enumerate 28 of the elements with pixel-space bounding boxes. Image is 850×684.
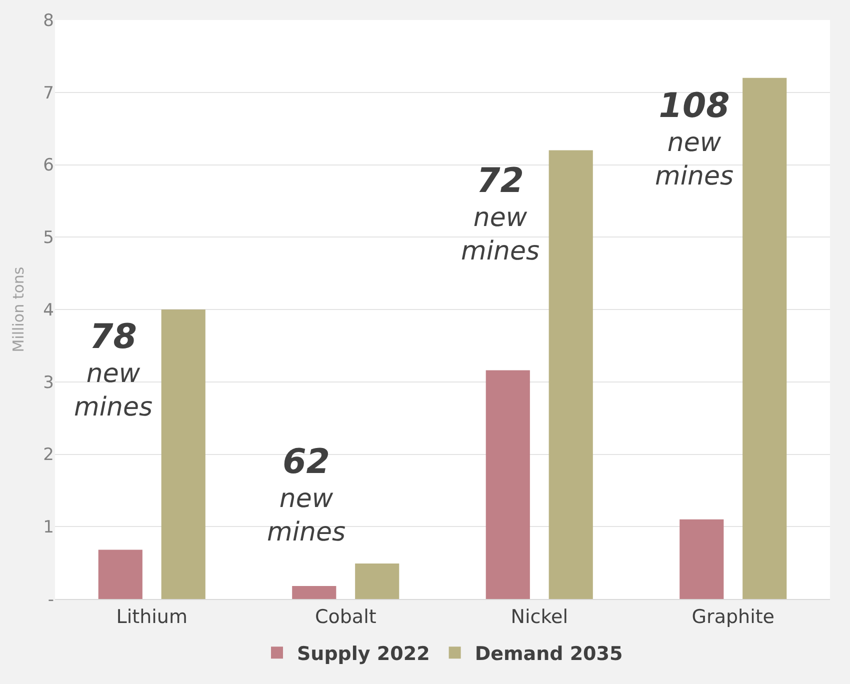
y-tick-label: 7	[43, 83, 54, 104]
y-tick-label: 3	[43, 372, 54, 393]
x-tick-label: Nickel	[510, 606, 568, 628]
bar	[98, 550, 142, 599]
legend-label: Demand 2035	[474, 643, 623, 665]
y-axis-title: Million tons	[9, 266, 28, 352]
y-tick-label: 4	[43, 300, 54, 320]
y-tick-label: 2	[43, 445, 54, 466]
y-tick-label: -	[48, 590, 54, 610]
bar	[292, 586, 336, 599]
bar	[742, 78, 787, 599]
y-tick-label: 5	[43, 228, 54, 248]
bar	[355, 564, 400, 599]
x-tick-label: Cobalt	[314, 606, 376, 628]
annotation: 62 new mines	[267, 442, 346, 548]
x-tick-label: Graphite	[692, 606, 774, 628]
bar	[680, 519, 724, 599]
y-tick-label: 1	[43, 518, 54, 538]
annotation: 78 new mines	[74, 317, 153, 423]
x-tick-label: Lithium	[116, 606, 188, 628]
annotation: 72 new mines	[461, 161, 540, 267]
bar	[161, 310, 206, 599]
bar	[548, 150, 593, 599]
annotation: 108 new mines	[655, 86, 734, 192]
y-tick-label: 6	[43, 156, 54, 176]
y-tick-label: 8	[43, 10, 54, 31]
bar	[486, 370, 530, 599]
legend-label: Supply 2022	[297, 643, 430, 665]
